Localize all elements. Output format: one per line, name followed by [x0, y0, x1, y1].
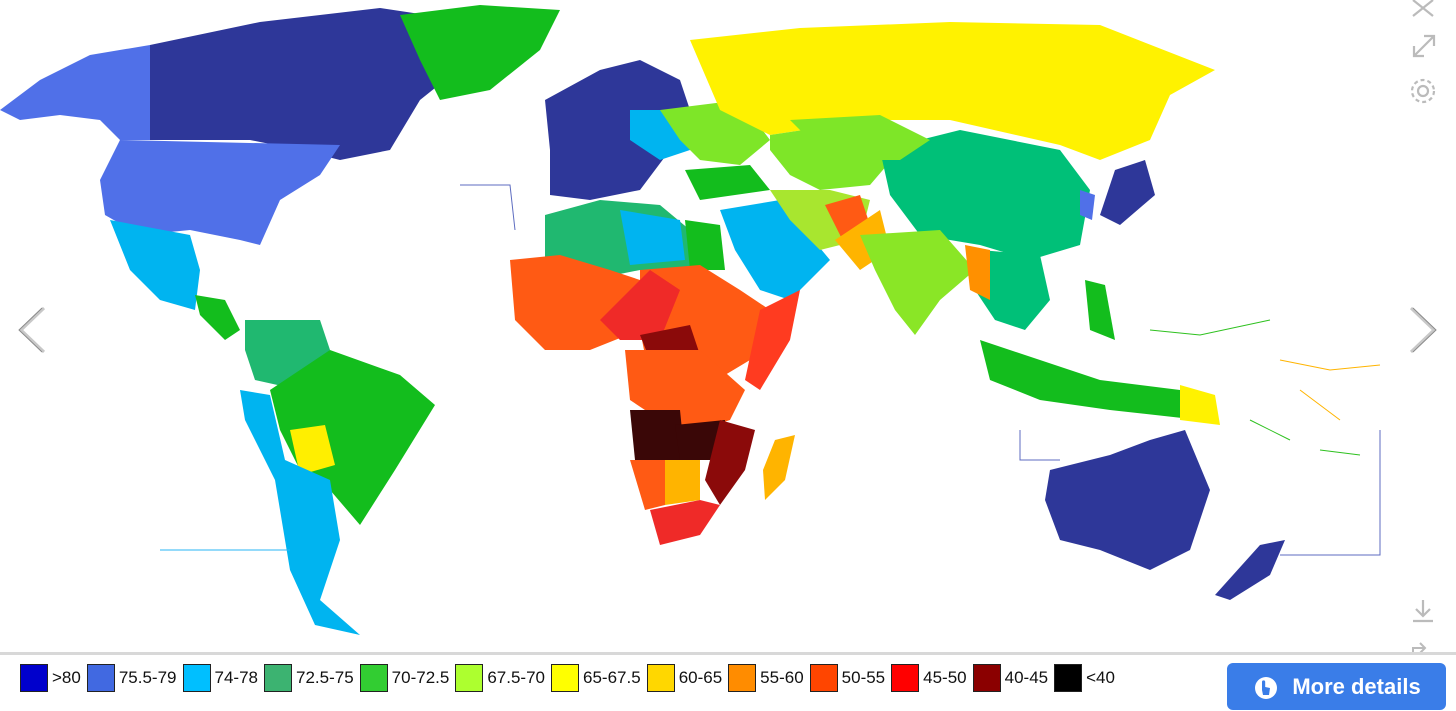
legend-label: >80: [52, 668, 81, 687]
region-madagascar[interactable]: [763, 435, 795, 500]
region-central-america[interactable]: [195, 295, 240, 340]
legend: >80 75.5-79 74-78 72.5-75 70-72.5 67.5-7…: [20, 663, 1121, 693]
legend-item: >80: [20, 664, 81, 692]
legend-swatch: [182, 664, 211, 692]
legend-item: 50-55: [809, 664, 886, 692]
chevron-right-icon[interactable]: [1407, 305, 1439, 355]
region-southeast-asia[interactable]: [975, 250, 1050, 330]
region-south-cone[interactable]: [240, 390, 360, 635]
legend-swatch: [455, 664, 484, 692]
region-turkey-caucasus[interactable]: [685, 165, 770, 200]
legend-swatch: [646, 664, 675, 692]
more-details-label: More details: [1292, 673, 1421, 699]
region-mexico[interactable]: [110, 220, 200, 310]
legend-item: 55-60: [728, 664, 804, 692]
region-south-africa[interactable]: [650, 500, 720, 545]
region-libya[interactable]: [620, 210, 685, 265]
legend-label: 50-55: [841, 668, 886, 687]
region-namibia[interactable]: [630, 460, 665, 510]
region-bolivia[interactable]: [290, 425, 335, 475]
legend-item: 74-78: [182, 664, 258, 692]
region-alaska[interactable]: [0, 45, 150, 140]
gear-icon[interactable]: [1408, 76, 1438, 106]
region-korea[interactable]: [1080, 190, 1095, 220]
legend-swatch: [551, 664, 580, 692]
legend-label: 55-60: [760, 668, 804, 687]
legend-label: 45-50: [923, 668, 967, 687]
region-new-zealand[interactable]: [1215, 540, 1285, 600]
region-philippines[interactable]: [1085, 280, 1115, 340]
map-callout-lines: [460, 184, 1381, 556]
region-australia[interactable]: [1045, 430, 1210, 570]
legend-item: 67.5-70: [455, 664, 545, 692]
legend-label: 67.5-70: [487, 668, 546, 687]
region-canada[interactable]: [150, 8, 470, 160]
legend-label: 74-78: [214, 668, 258, 687]
legend-item: <40: [1054, 664, 1115, 692]
legend-swatch: [972, 664, 1001, 692]
region-western-europe[interactable]: [545, 60, 690, 200]
expand-icon[interactable]: [1410, 32, 1438, 60]
legend-label: <40: [1086, 668, 1115, 687]
region-nigeria[interactable]: [600, 270, 680, 340]
close-icon[interactable]: [1410, 0, 1436, 18]
share-icon[interactable]: [1410, 640, 1436, 652]
legend-item: 75.5-79: [86, 664, 177, 692]
download-icon[interactable]: [1410, 598, 1436, 624]
more-details-button[interactable]: More details: [1227, 663, 1446, 710]
region-pacific-islands-2: [1279, 359, 1381, 421]
region-japan[interactable]: [1100, 160, 1155, 225]
legend-label: 72.5-75: [296, 668, 354, 687]
legend-divider: [0, 652, 1456, 655]
region-greenland[interactable]: [400, 5, 560, 100]
region-china[interactable]: [880, 130, 1090, 260]
region-myanmar[interactable]: [965, 245, 990, 300]
hand-pointer-icon: [1252, 673, 1280, 701]
legend-swatch: [1054, 664, 1083, 692]
chevron-left-icon[interactable]: [16, 305, 48, 355]
region-papua[interactable]: [1180, 385, 1220, 425]
legend-swatch: [728, 664, 757, 692]
legend-swatch: [809, 664, 838, 692]
legend-label: 70-72.5: [391, 668, 450, 687]
region-brazil[interactable]: [270, 350, 435, 525]
region-botswana[interactable]: [665, 460, 700, 505]
legend-item: 72.5-75: [264, 664, 354, 692]
region-middle-east[interactable]: [720, 200, 830, 300]
region-india[interactable]: [860, 230, 975, 335]
legend-item: 40-45: [972, 664, 1049, 692]
legend-label: 40-45: [1004, 668, 1049, 687]
legend-swatch: [359, 664, 388, 692]
region-somalia[interactable]: [745, 290, 800, 390]
legend-label: 75.5-79: [118, 668, 177, 687]
region-indonesia[interactable]: [980, 340, 1200, 420]
world-map: [0, 5, 1381, 635]
legend-swatch: [264, 664, 292, 692]
region-angola[interactable]: [630, 410, 685, 460]
legend-swatch: [891, 664, 920, 692]
legend-label: 65-67.5: [583, 668, 641, 687]
legend-item: 45-50: [891, 664, 967, 692]
legend-item: 60-65: [646, 664, 723, 692]
legend-label: 60-65: [678, 668, 723, 687]
region-mongolia-kaz[interactable]: [790, 115, 930, 160]
legend-swatch: [20, 664, 48, 692]
region-pacific-islands: [1149, 319, 1361, 456]
region-usa[interactable]: [100, 140, 340, 245]
legend-item: 70-72.5: [359, 664, 450, 692]
region-egypt[interactable]: [685, 220, 725, 270]
legend-item: 65-67.5: [551, 664, 641, 692]
legend-swatch: [86, 664, 115, 692]
region-mozambique[interactable]: [705, 420, 755, 505]
